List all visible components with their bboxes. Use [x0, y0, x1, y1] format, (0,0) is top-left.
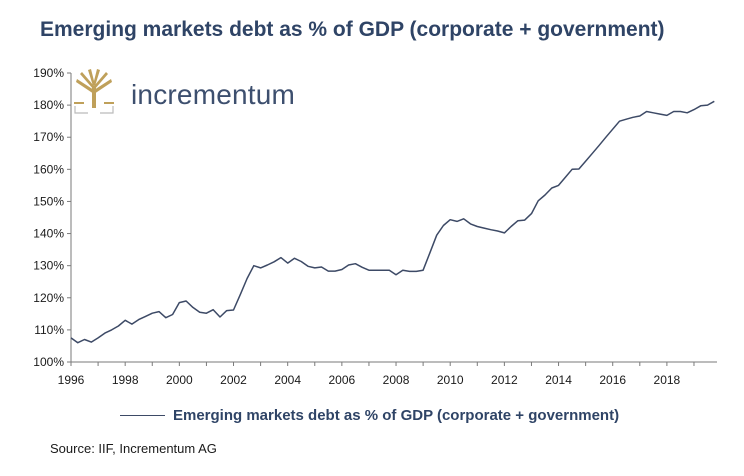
x-tick-label: 2006	[329, 373, 356, 387]
line-chart: 100% 110% 120% 130% 140% 150% 160% 170% 180% 190%…	[33, 66, 717, 387]
x-tick-label: 2010	[437, 373, 464, 387]
x-tick-label: 1998	[112, 373, 139, 387]
y-axis-ticks: 100% 110% 120% 130% 140% 150% 160% 170% 180% 190%	[33, 66, 71, 369]
x-tick-label: 2000	[166, 373, 193, 387]
x-axis-ticks: 1996 1998 2000 2002 2004 2006 2008 2010 2012 2014…	[58, 362, 695, 387]
x-tick-label: 1996	[58, 373, 85, 387]
x-tick-label: 2002	[220, 373, 247, 387]
plot-area	[70, 100, 715, 344]
series-line	[70, 100, 715, 344]
y-tick-label: 180%	[33, 98, 64, 112]
y-tick-label: 150%	[33, 194, 64, 208]
x-tick-label: 2012	[491, 373, 518, 387]
y-tick-label: 140%	[33, 227, 64, 241]
legend-line-swatch	[120, 414, 165, 416]
y-tick-label: 100%	[33, 355, 64, 369]
y-tick-label: 130%	[33, 259, 64, 273]
legend-label: Emerging markets debt as % of GDP (corpo…	[173, 406, 620, 424]
y-tick-label: 120%	[33, 291, 64, 305]
x-tick-label: 2004	[274, 373, 301, 387]
brand-name: incrementum	[131, 79, 296, 110]
y-tick-label: 110%	[34, 323, 64, 337]
x-tick-label: 2018	[654, 373, 681, 387]
chart-title: Emerging markets debt as % of GDP (corpo…	[40, 18, 665, 41]
y-tick-label: 170%	[33, 130, 64, 144]
tree-logo-icon	[74, 69, 114, 114]
chart-axes	[70, 73, 717, 363]
y-tick-label: 190%	[33, 66, 64, 80]
y-tick-label: 160%	[33, 162, 64, 176]
x-tick-label: 2008	[383, 373, 410, 387]
source-note: Source: IIF, Incrementum AG	[50, 441, 217, 456]
x-tick-label: 2014	[545, 373, 572, 387]
legend: Emerging markets debt as % of GDP (corpo…	[120, 405, 619, 425]
x-tick-label: 2016	[599, 373, 626, 387]
